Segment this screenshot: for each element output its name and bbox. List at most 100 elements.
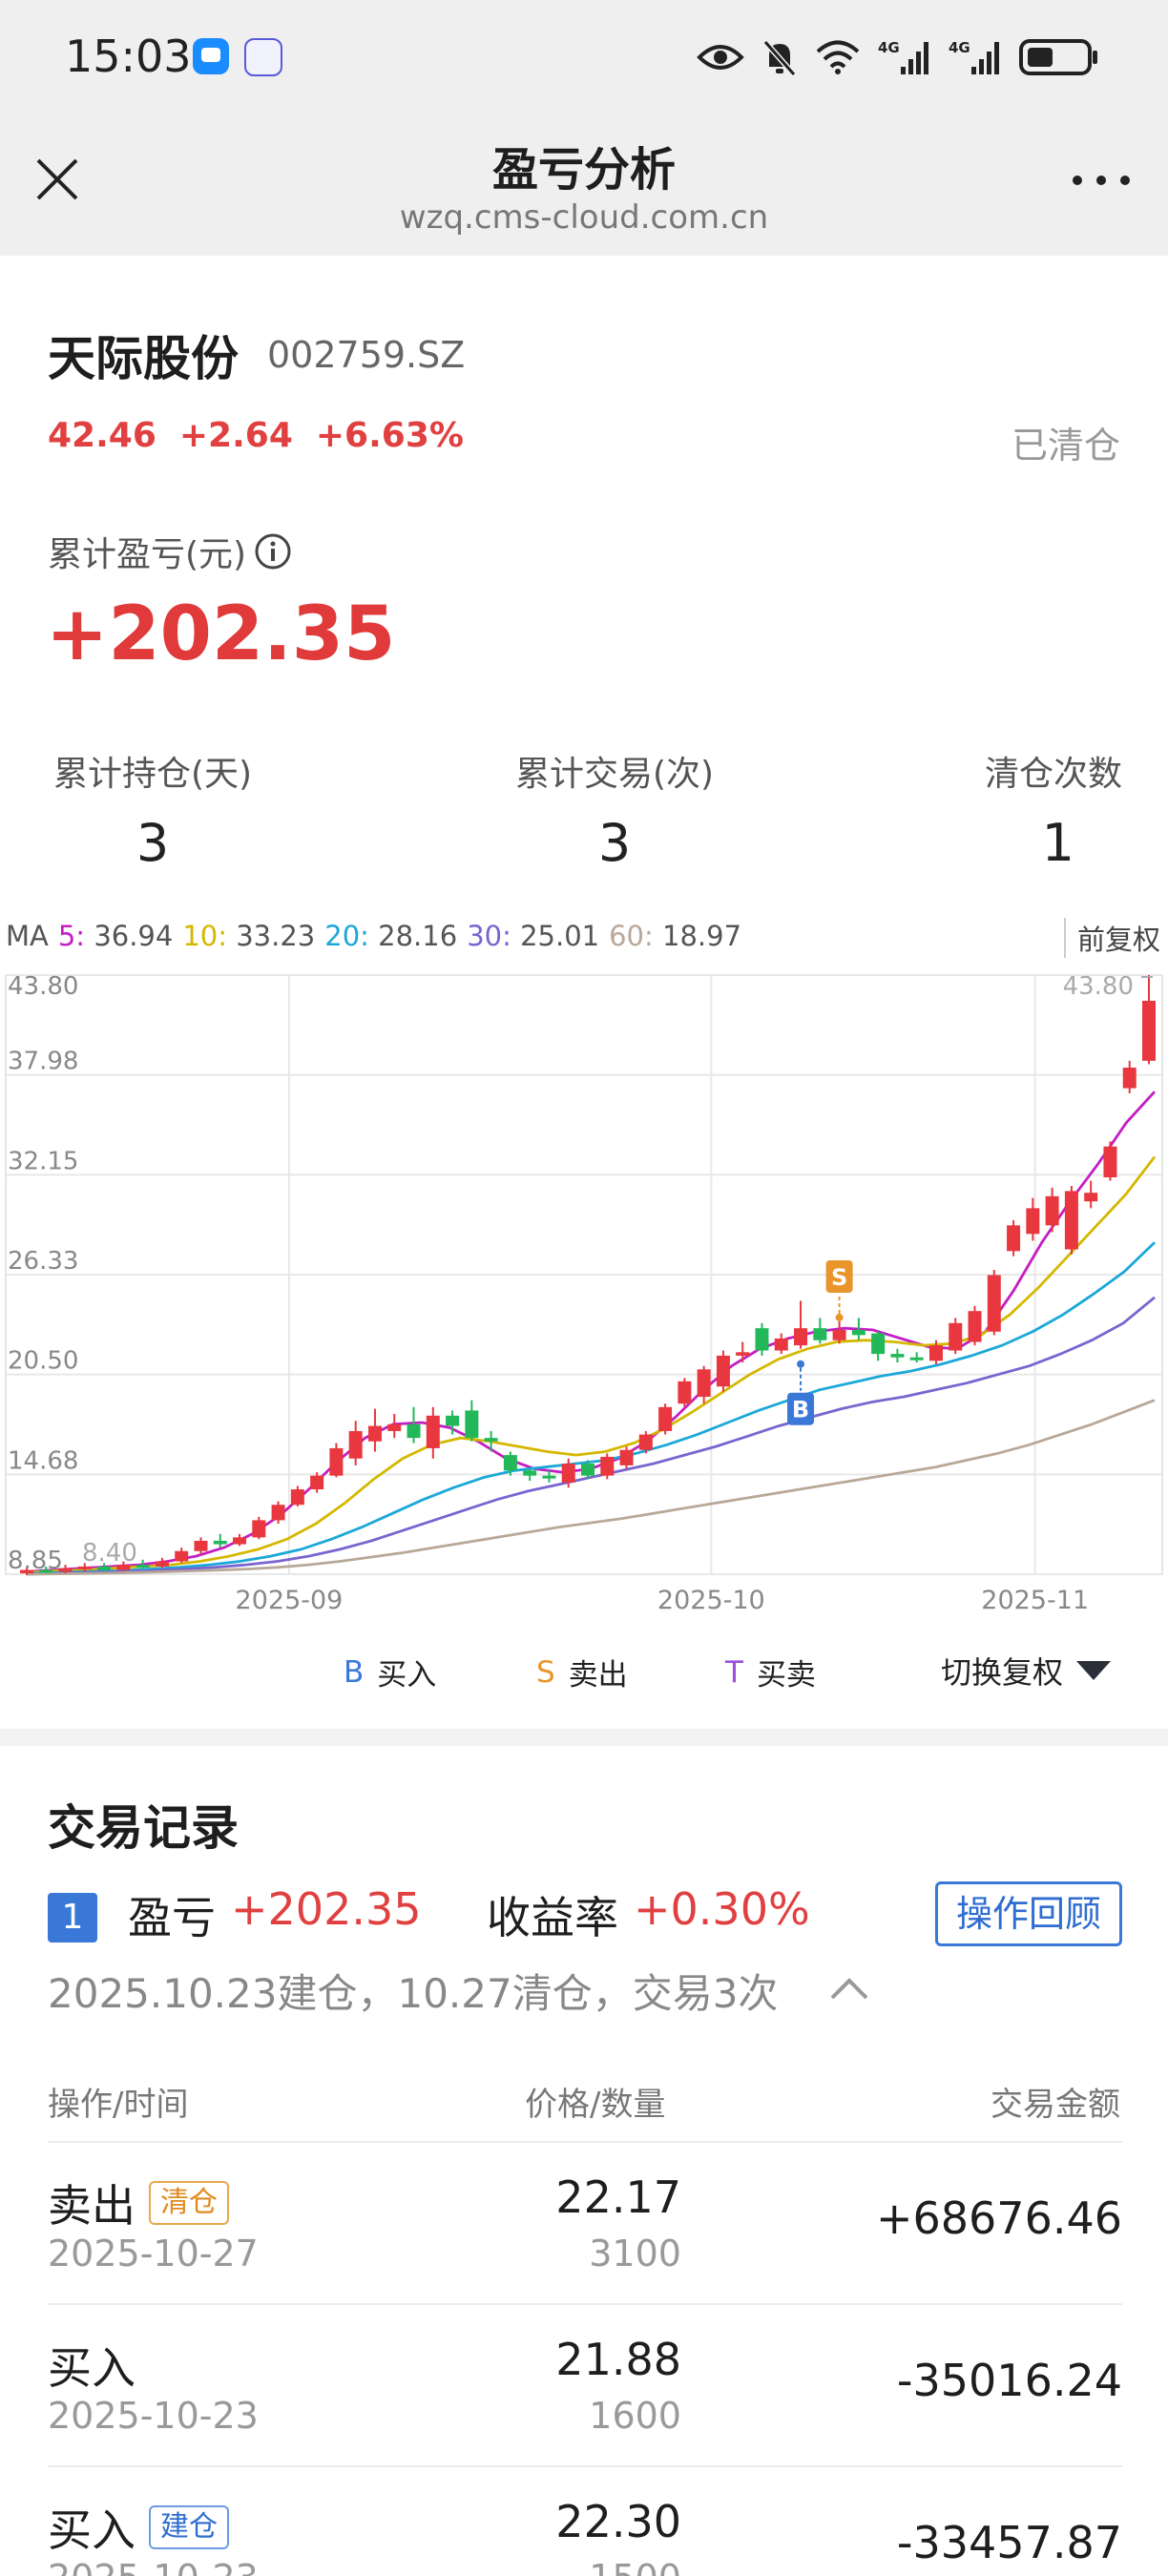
y-tick-label: 26.33 — [8, 1247, 78, 1276]
candle-body — [871, 1333, 886, 1355]
triangle-down-icon — [1076, 1661, 1112, 1680]
record-return-rate: 收益率 +0.30% — [487, 1883, 810, 1946]
candle-body — [832, 1329, 846, 1340]
switch-adjust-button[interactable]: 切换复权 — [941, 1649, 1113, 1693]
trade-amount: +68676.46 — [875, 2192, 1122, 2244]
record-pnl: 盈亏 +202.35 — [128, 1883, 422, 1946]
max-price-label: 43.80 — [1063, 972, 1134, 1001]
app-message-icon — [193, 38, 229, 74]
candle-body — [813, 1328, 827, 1340]
trade-tag-clear: 清仓 — [149, 2181, 229, 2225]
ma20-value: 28.16 — [378, 920, 458, 952]
candle-body — [271, 1505, 285, 1521]
pnl-value: +202.35 — [46, 592, 396, 677]
record-pnl-value: +202.35 — [231, 1883, 422, 1935]
candle-body — [1064, 1191, 1078, 1250]
candle-body — [213, 1540, 227, 1545]
stock-change: +2.64 — [178, 416, 293, 455]
candle-body — [155, 1561, 169, 1567]
legend-buy: B 买入 — [344, 1651, 436, 1693]
ma-line-ma20 — [26, 1241, 1156, 1575]
close-icon[interactable] — [31, 153, 84, 206]
info-icon[interactable] — [254, 532, 292, 571]
stock-name: 天际股份 — [48, 331, 239, 386]
record-rate-value: +0.30% — [634, 1883, 810, 1935]
x-tick-label: 2025-11 — [981, 1586, 1089, 1615]
stat-value: 1 — [1041, 813, 1074, 873]
ma60-item: 60: 18.97 — [609, 920, 741, 952]
stat-label: 累计持仓(天) — [52, 755, 253, 794]
candle-body — [465, 1410, 479, 1439]
ma5-item: 5: 36.94 — [58, 920, 173, 952]
candle-body — [329, 1447, 344, 1476]
candle-body — [310, 1475, 324, 1490]
candle-body — [175, 1550, 189, 1562]
more-icon[interactable] — [1071, 174, 1132, 187]
candlestick-chart[interactable]: 43.8037.9832.1526.3320.5014.688.852025-0… — [0, 958, 1168, 1626]
chevron-up-icon[interactable] — [826, 1969, 872, 2007]
buy-marker-dot — [797, 1360, 805, 1368]
candle-body — [987, 1275, 1001, 1332]
stock-code: 002759.SZ — [267, 334, 466, 376]
net2-label: 4G — [949, 39, 970, 56]
stock-price: 42.46 — [48, 416, 156, 455]
stock-quote: 42.46 +2.64 +6.63% — [48, 416, 464, 455]
candle-body — [542, 1475, 556, 1479]
table-row[interactable]: 卖出 清仓 2025-10-27 22.17 3100 +68676.46 — [48, 2141, 1122, 2301]
legend-buy-label: 买入 — [377, 1658, 437, 1693]
app-baidu-icon — [244, 38, 282, 76]
stat-trade-count: 累计交易(次) 3 — [510, 746, 720, 873]
candle-body — [1084, 1193, 1098, 1202]
stat-label: 清仓次数 — [984, 755, 1122, 794]
stat-value: 3 — [136, 813, 170, 873]
candle-body — [851, 1329, 866, 1336]
candle-body — [968, 1311, 982, 1342]
trade-quantity: 1500 — [589, 2557, 681, 2576]
trade-type-label: 买入 — [48, 2504, 136, 2556]
ma-line-ma60 — [26, 1399, 1156, 1576]
trade-price: 21.88 — [555, 2334, 681, 2385]
candle-body — [600, 1456, 615, 1476]
candle-body — [58, 1568, 73, 1572]
ma60-value: 18.97 — [662, 920, 742, 952]
stat-value: 3 — [597, 813, 632, 873]
candle-body — [1122, 1068, 1137, 1089]
candle-body — [116, 1565, 131, 1570]
table-row[interactable]: 买入 建仓 2025-10-23 22.30 1500 -33457.87 — [48, 2465, 1122, 2576]
candle-body — [561, 1464, 575, 1483]
table-row[interactable]: 买入 2025-10-23 21.88 1600 -35016.24 — [48, 2303, 1122, 2463]
trade-price: 22.17 — [555, 2171, 681, 2223]
y-tick-label: 20.50 — [8, 1347, 78, 1376]
candle-body — [523, 1470, 537, 1476]
col-header-operation: 操作/时间 — [48, 2086, 189, 2124]
trade-tag-open: 建仓 — [149, 2505, 229, 2549]
candle-body — [233, 1537, 247, 1545]
trade-type: 买入 建仓 — [48, 2496, 229, 2559]
operation-review-button[interactable]: 操作回顾 — [935, 1881, 1122, 1946]
record-rate-label: 收益率 — [487, 1892, 618, 1943]
trade-quantity: 3100 — [589, 2233, 681, 2275]
signal-4g-icon-2: 4G — [949, 39, 999, 74]
ma5-key: 5: — [57, 920, 86, 952]
battery-icon — [1019, 39, 1097, 75]
trade-date: 2025-10-23 — [48, 2557, 259, 2576]
trade-type-label: 买入 — [48, 2342, 136, 2394]
candle-body — [426, 1415, 440, 1448]
adjust-mode-label[interactable]: 前复权 — [1063, 918, 1160, 958]
candle-body — [407, 1423, 421, 1439]
trade-price: 22.30 — [555, 2496, 681, 2547]
ma-line-ma30 — [26, 1296, 1156, 1576]
y-tick-label: 14.68 — [8, 1446, 78, 1475]
ma60-key: 60: — [609, 920, 654, 952]
trade-date: 2025-10-23 — [48, 2395, 259, 2437]
candle-body — [581, 1464, 594, 1476]
candle-body — [194, 1540, 208, 1551]
stat-clear-count: 清仓次数 1 — [973, 746, 1122, 873]
ma20-item: 20: 28.16 — [324, 920, 457, 952]
stat-holding-days: 累计持仓(天) 3 — [48, 746, 258, 873]
records-title: 交易记录 — [48, 1800, 239, 1856]
ma-prefix: MA — [6, 920, 49, 952]
wifi-icon — [816, 40, 860, 74]
candle-body — [484, 1438, 498, 1442]
stat-label: 累计交易(次) — [514, 755, 715, 794]
